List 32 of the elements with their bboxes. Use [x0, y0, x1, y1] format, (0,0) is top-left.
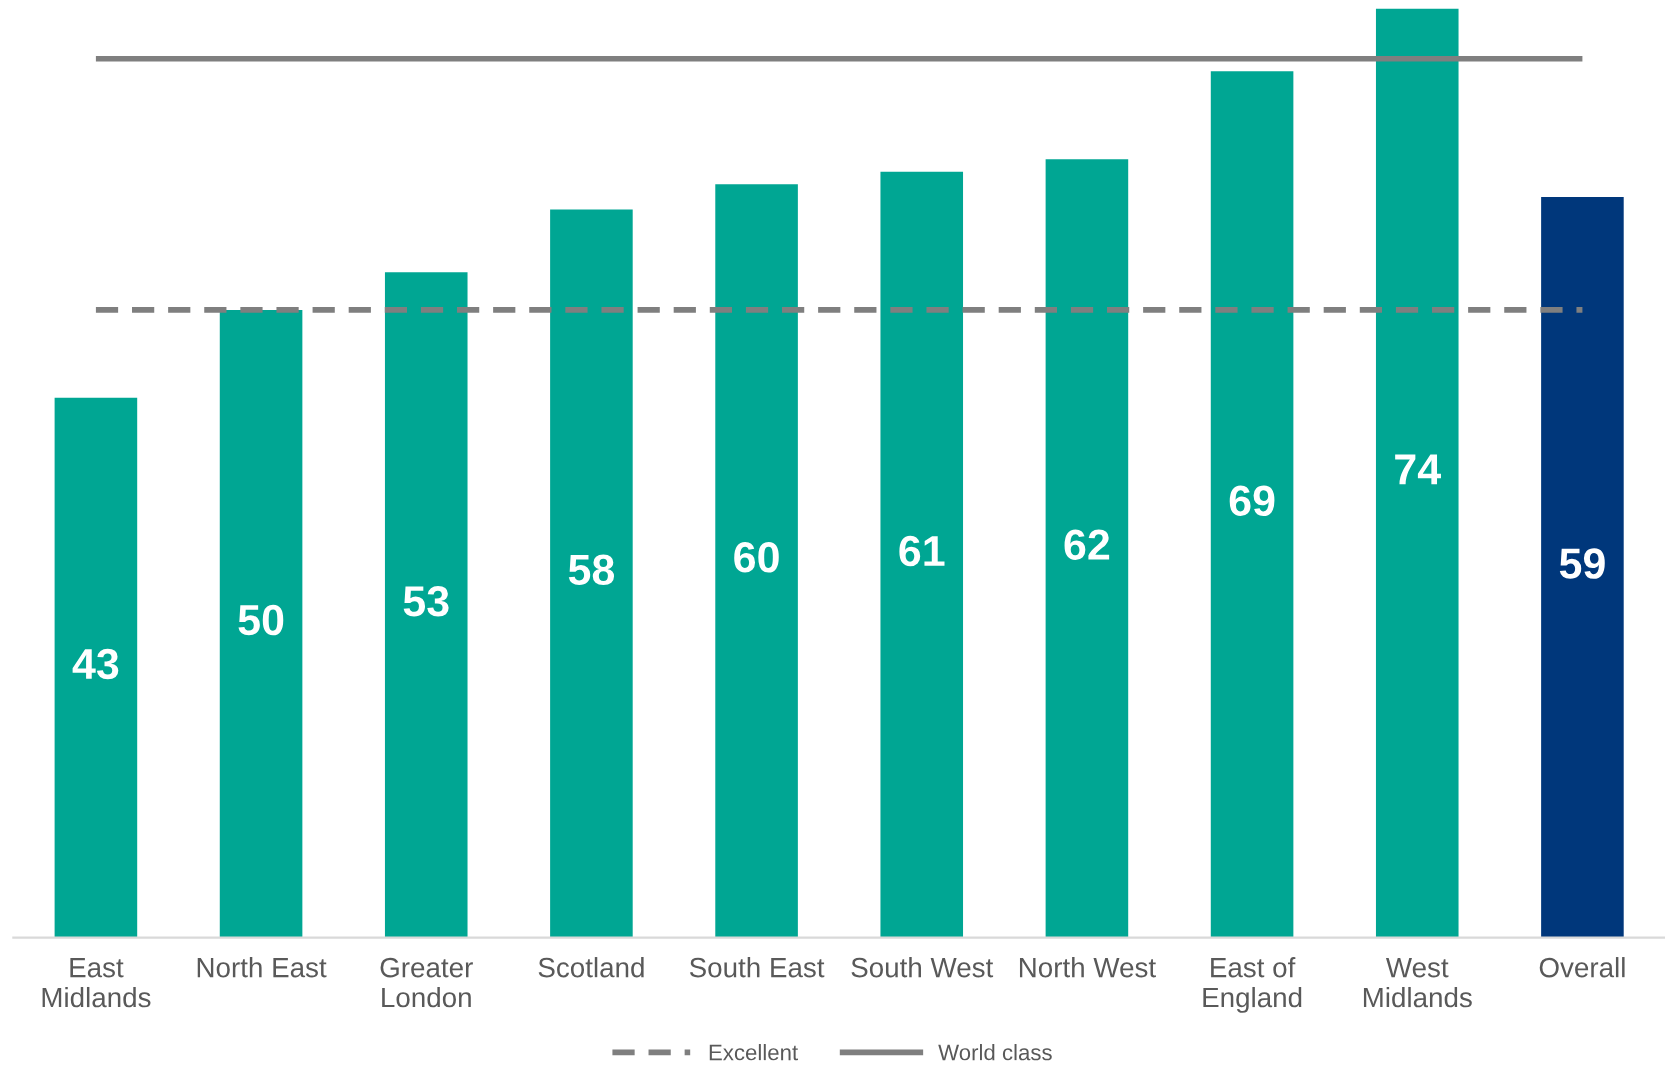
- x-tick-label: East of England: [1203, 957, 1302, 1013]
- bar: [550, 209, 633, 938]
- bar: [1541, 196, 1624, 938]
- bar: [1210, 71, 1294, 938]
- data-label: 59: [1559, 548, 1605, 579]
- data-label: 53: [403, 585, 449, 617]
- bar: [384, 272, 468, 938]
- data-label: 69: [1229, 485, 1275, 517]
- x-tick-label: Scotland: [538, 957, 644, 978]
- bar: [219, 309, 303, 938]
- data-label: 60: [734, 542, 779, 573]
- bar: [1045, 159, 1129, 938]
- data-label: 50: [238, 604, 284, 636]
- legend-label: World class: [938, 1044, 1052, 1061]
- x-tick-label: West Midlands: [1363, 958, 1472, 1008]
- data-label: 74: [1395, 454, 1441, 485]
- data-label: 61: [899, 535, 945, 567]
- bar: [54, 397, 138, 938]
- x-tick-label: North West: [1019, 957, 1156, 978]
- bar: [880, 171, 964, 938]
- data-label: 43: [72, 648, 119, 680]
- bar: [715, 184, 798, 938]
- x-tick-label: Greater London: [380, 957, 473, 1008]
- data-label: 62: [1064, 529, 1110, 560]
- bar: [1375, 8, 1459, 938]
- x-tick-label: East Midlands: [42, 958, 151, 1008]
- x-tick-label: North East: [197, 957, 327, 978]
- legend-label: Excellent: [709, 1044, 798, 1061]
- x-tick-label: South East: [689, 957, 825, 978]
- data-label: 58: [568, 554, 615, 586]
- x-tick-label: Overall: [1539, 957, 1625, 978]
- x-tick-label: South West: [851, 957, 994, 978]
